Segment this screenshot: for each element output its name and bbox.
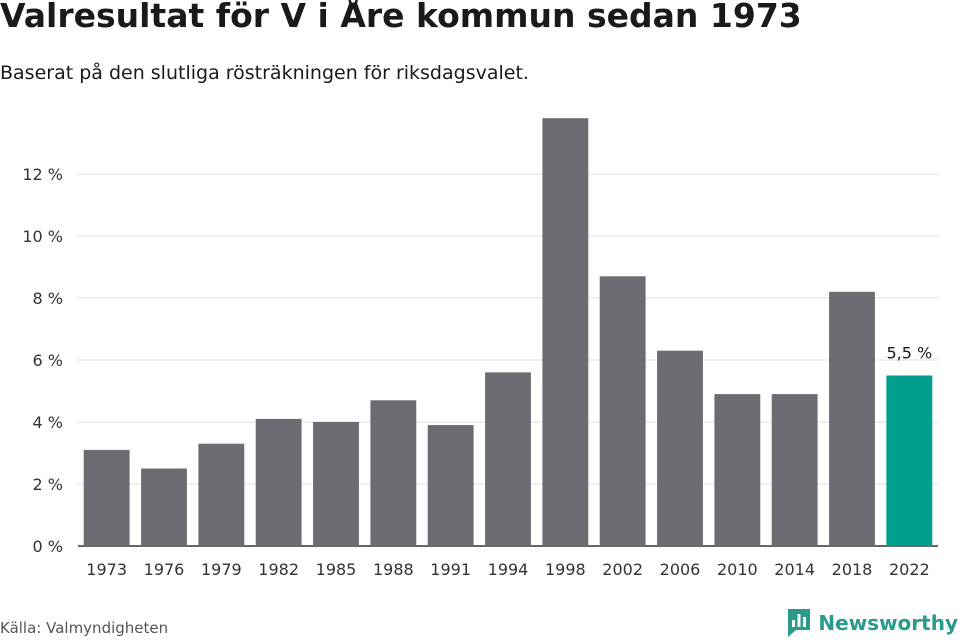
y-tick-labels: 0 % 2 % 4 % 6 % 8 % 10 % 12 % <box>22 165 63 556</box>
x-tick-label: 2018 <box>832 560 873 579</box>
bar <box>771 394 818 546</box>
x-tick-labels: 1973 1976 1979 1982 1985 1988 1991 1994 1998 2002… <box>86 560 929 579</box>
x-tick-label: 2022 <box>889 560 930 579</box>
x-tick-label: 2006 <box>660 560 701 579</box>
y-tick-label: 4 % <box>33 413 63 432</box>
y-tick-label: 2 % <box>33 475 63 494</box>
bar <box>313 422 359 546</box>
y-tick-label: 8 % <box>33 289 63 308</box>
x-tick-label: 2014 <box>774 560 815 579</box>
bars <box>83 118 933 546</box>
bar <box>829 291 875 546</box>
bar <box>485 372 531 546</box>
x-tick-label: 2002 <box>602 560 643 579</box>
y-tick-label: 10 % <box>22 227 63 246</box>
bar <box>255 418 302 546</box>
bar <box>886 375 933 546</box>
brand-logo[interactable]: Newsworthy <box>786 608 958 638</box>
annotations: 5,5 % <box>886 344 932 363</box>
bar <box>714 394 761 546</box>
newsworthy-logo-icon <box>788 609 811 637</box>
y-tick-label: 12 % <box>22 165 63 184</box>
x-tick-label: 1991 <box>430 560 471 579</box>
chart-title: Valresultat för V i Åre kommun sedan 197… <box>0 0 802 35</box>
bar <box>198 443 245 546</box>
brand-name: Newsworthy <box>818 611 958 635</box>
source-note: Källa: Valmyndigheten <box>0 619 169 637</box>
bar <box>141 468 187 546</box>
bar <box>542 118 589 546</box>
x-tick-label: 2010 <box>717 560 758 579</box>
bar <box>657 350 703 546</box>
x-tick-label: 1976 <box>144 560 185 579</box>
bar <box>83 449 130 546</box>
x-tick-label: 1988 <box>373 560 414 579</box>
bar <box>370 400 417 546</box>
y-tick-label: 0 % <box>33 537 63 556</box>
x-tick-label: 1973 <box>86 560 127 579</box>
chart-subtitle: Baserat på den slutliga rösträkningen fö… <box>0 62 529 84</box>
data-label: 5,5 % <box>886 344 932 363</box>
bar <box>599 276 646 546</box>
y-tick-label: 6 % <box>33 351 63 370</box>
bar-chart: 0 % 2 % 4 % 6 % 8 % 10 % 12 % 1973 1976 1979 1982… <box>22 118 938 579</box>
x-tick-label: 1979 <box>201 560 242 579</box>
x-tick-label: 1994 <box>488 560 529 579</box>
x-tick-label: 1985 <box>316 560 357 579</box>
x-tick-label: 1982 <box>258 560 299 579</box>
bar <box>427 425 474 546</box>
x-tick-label: 1998 <box>545 560 586 579</box>
